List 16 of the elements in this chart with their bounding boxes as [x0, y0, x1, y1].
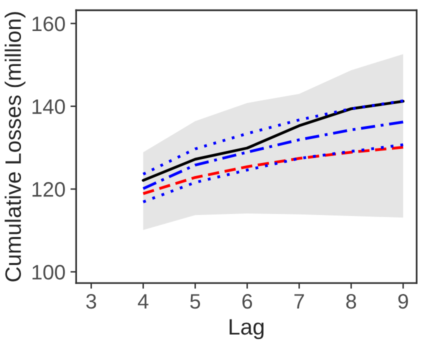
x-tick-label: 9	[398, 294, 408, 309]
y-tick-label: 160	[32, 16, 65, 32]
x-tick-label: 6	[242, 294, 252, 309]
x-tick-label: 3	[86, 294, 96, 309]
x-tick-label: 8	[346, 294, 356, 309]
x-tick-label: 7	[294, 294, 304, 309]
y-tick-label: 140	[32, 99, 65, 114]
y-tick-label: 100	[32, 264, 65, 280]
line-series	[142, 146, 405, 196]
line-series	[142, 120, 405, 190]
line-series	[142, 143, 405, 204]
x-tick-label: 4	[138, 294, 148, 309]
y-axis-title: Cumulative Losses (million)	[4, 12, 26, 282]
x-axis-title: Lag	[230, 319, 264, 340]
y-tick-label: 120	[32, 182, 65, 197]
x-tick-label: 5	[190, 294, 200, 309]
